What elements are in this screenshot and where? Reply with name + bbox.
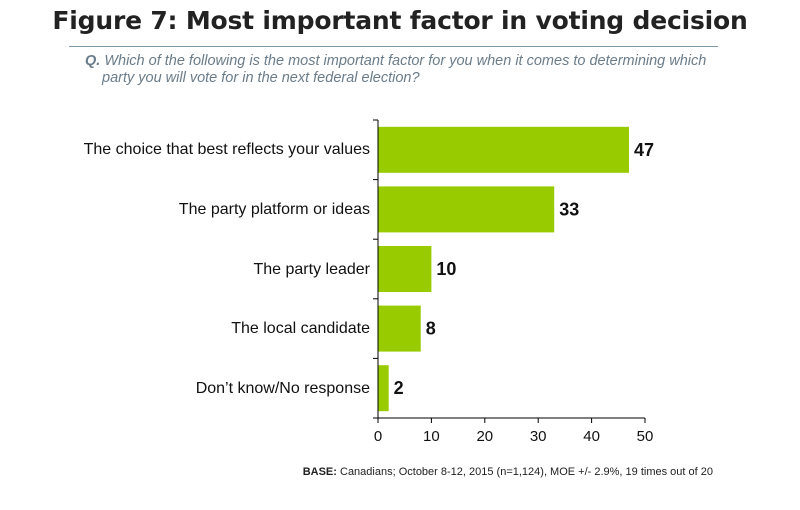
bar	[378, 246, 432, 292]
bar	[378, 126, 629, 173]
survey-question: Q. Which of the following is the most imp…	[85, 53, 725, 87]
base-note-text: Canadians; October 8-12, 2015 (n=1,124),…	[340, 466, 713, 478]
base-note-label: BASE:	[302, 466, 337, 478]
title-divider	[69, 46, 718, 47]
data-label: 10	[436, 259, 456, 279]
chart-title: Figure 7: Most important factor in votin…	[52, 6, 748, 35]
x-tick-label: 50	[637, 428, 654, 445]
bar	[378, 186, 555, 233]
category-label: The party platform or ideas	[178, 200, 370, 218]
question-text: Which of the following is the most impor…	[102, 53, 707, 86]
x-tick-label: 40	[583, 428, 600, 445]
category-label: The party leader	[253, 260, 370, 278]
question-label: Q.	[85, 53, 101, 69]
x-tick-label: 0	[374, 428, 382, 445]
data-label: 33	[559, 199, 579, 219]
category-label: The local candidate	[231, 320, 370, 338]
data-label: 47	[634, 140, 654, 160]
category-label: The choice that best reflects your value…	[83, 141, 370, 159]
bar	[378, 365, 389, 412]
category-label: Don’t know/No response	[195, 379, 370, 397]
base-note: BASE: Canadians; October 8-12, 2015 (n=1…	[0, 466, 713, 478]
x-tick-label: 30	[530, 428, 547, 445]
x-tick-label: 20	[476, 428, 493, 445]
data-label: 2	[394, 378, 404, 398]
bar	[378, 305, 421, 352]
x-tick-label: 10	[423, 428, 440, 445]
data-label: 8	[426, 319, 436, 339]
